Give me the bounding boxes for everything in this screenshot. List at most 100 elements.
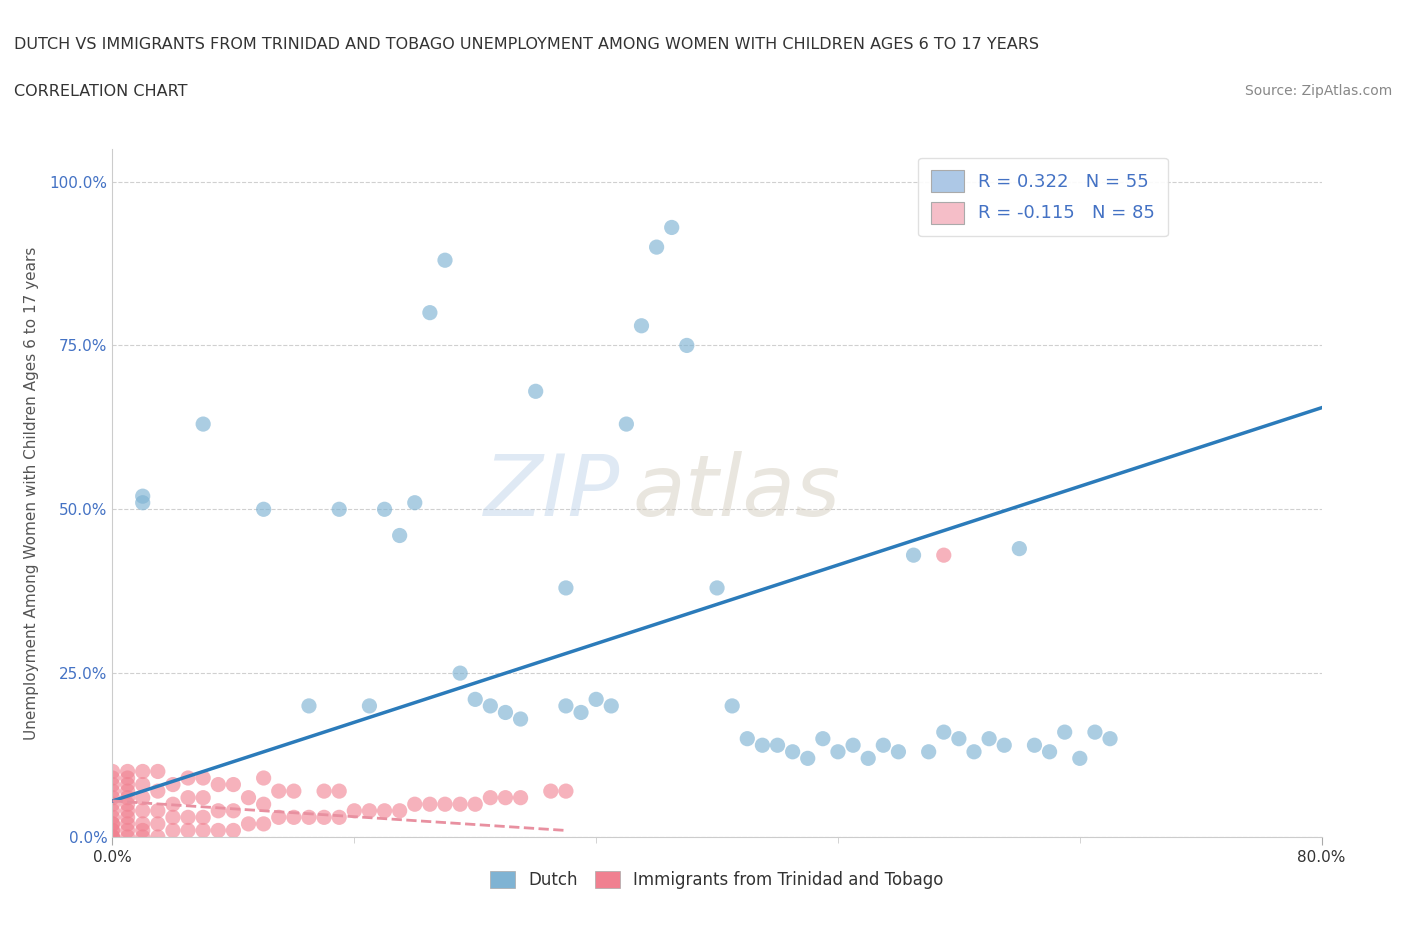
Point	[1008, 541, 1031, 556]
Point	[464, 692, 486, 707]
Point	[238, 790, 260, 805]
Point	[449, 797, 471, 812]
Point	[132, 817, 155, 831]
Point	[177, 810, 200, 825]
Point	[706, 580, 728, 595]
Point	[675, 338, 697, 352]
Point	[554, 580, 576, 595]
Point	[117, 784, 139, 799]
Point	[267, 784, 290, 799]
Text: Source: ZipAtlas.com: Source: ZipAtlas.com	[1244, 84, 1392, 98]
Point	[132, 830, 155, 844]
Point	[101, 817, 124, 831]
Point	[253, 797, 276, 812]
Point	[132, 489, 155, 504]
Point	[222, 804, 245, 818]
Point	[630, 318, 652, 333]
Point	[191, 790, 214, 805]
Point	[238, 817, 260, 831]
Point	[404, 496, 426, 511]
Point	[177, 771, 200, 786]
Point	[540, 784, 562, 799]
Point	[479, 790, 502, 805]
Point	[101, 797, 124, 812]
Point	[132, 823, 155, 838]
Point	[146, 764, 169, 779]
Point	[101, 830, 124, 844]
Point	[388, 528, 411, 543]
Point	[464, 797, 486, 812]
Point	[600, 698, 623, 713]
Point	[918, 744, 941, 759]
Point	[207, 804, 229, 818]
Point	[177, 823, 200, 838]
Point	[993, 737, 1015, 752]
Point	[132, 804, 155, 818]
Point	[146, 804, 169, 818]
Point	[811, 731, 834, 746]
Text: ZIP: ZIP	[484, 451, 620, 535]
Point	[932, 548, 955, 563]
Point	[449, 666, 471, 681]
Point	[162, 810, 184, 825]
Point	[842, 737, 865, 752]
Point	[117, 823, 139, 838]
Point	[132, 496, 155, 511]
Point	[101, 823, 124, 838]
Point	[162, 777, 184, 792]
Point	[191, 810, 214, 825]
Point	[222, 823, 245, 838]
Point	[766, 737, 789, 752]
Y-axis label: Unemployment Among Women with Children Ages 6 to 17 years: Unemployment Among Women with Children A…	[24, 246, 38, 739]
Point	[117, 810, 139, 825]
Point	[495, 790, 517, 805]
Point	[827, 744, 849, 759]
Point	[314, 810, 336, 825]
Point	[253, 502, 276, 517]
Point	[132, 777, 155, 792]
Point	[328, 502, 350, 517]
Point	[117, 804, 139, 818]
Point	[222, 777, 245, 792]
Point	[101, 777, 124, 792]
Point	[948, 731, 970, 746]
Point	[737, 731, 759, 746]
Point	[856, 751, 880, 765]
Point	[314, 784, 336, 799]
Point	[524, 384, 547, 399]
Point	[117, 817, 139, 831]
Point	[207, 777, 229, 792]
Point	[343, 804, 366, 818]
Point	[101, 817, 124, 831]
Text: CORRELATION CHART: CORRELATION CHART	[14, 84, 187, 99]
Point	[283, 810, 305, 825]
Point	[298, 698, 321, 713]
Point	[569, 705, 592, 720]
Point	[509, 711, 531, 726]
Point	[479, 698, 502, 713]
Point	[101, 804, 124, 818]
Point	[117, 797, 139, 812]
Point	[253, 771, 276, 786]
Point	[191, 771, 214, 786]
Point	[101, 784, 124, 799]
Point	[117, 771, 139, 786]
Point	[963, 744, 986, 759]
Point	[117, 830, 139, 844]
Point	[388, 804, 411, 818]
Point	[977, 731, 1000, 746]
Point	[101, 790, 124, 805]
Point	[117, 777, 139, 792]
Point	[554, 698, 576, 713]
Point	[495, 705, 517, 720]
Point	[132, 764, 155, 779]
Point	[101, 830, 124, 844]
Point	[191, 823, 214, 838]
Point	[117, 764, 139, 779]
Point	[283, 784, 305, 799]
Point	[1084, 724, 1107, 739]
Point	[101, 823, 124, 838]
Text: DUTCH VS IMMIGRANTS FROM TRINIDAD AND TOBAGO UNEMPLOYMENT AMONG WOMEN WITH CHILD: DUTCH VS IMMIGRANTS FROM TRINIDAD AND TO…	[14, 37, 1039, 52]
Point	[146, 784, 169, 799]
Point	[253, 817, 276, 831]
